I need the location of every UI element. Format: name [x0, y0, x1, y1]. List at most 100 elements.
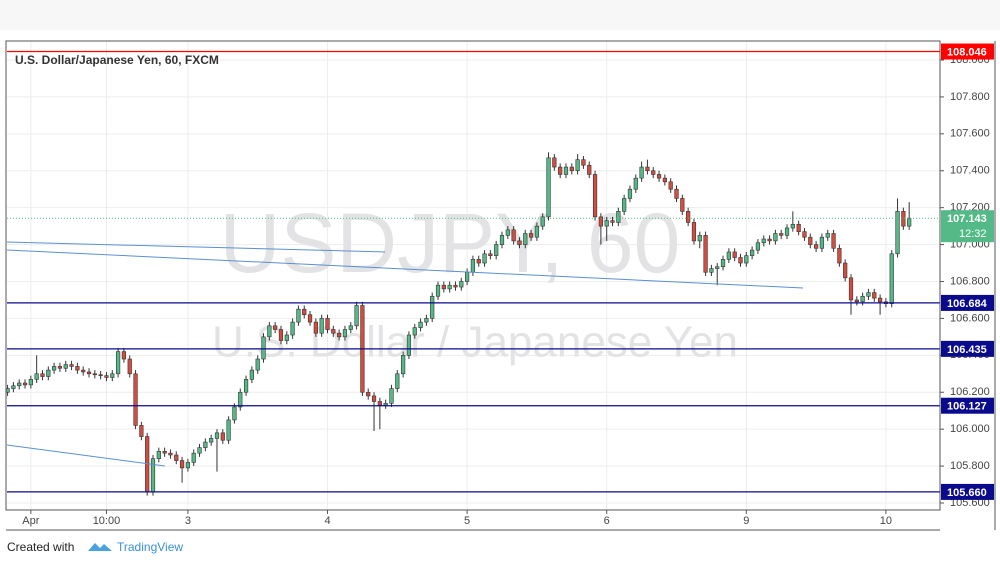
candle-body: [627, 188, 633, 199]
candle-body: [488, 253, 493, 256]
candle-body: [819, 236, 825, 249]
candle-body: [191, 452, 196, 463]
candle-body: [686, 211, 691, 223]
candle-body: [63, 364, 68, 369]
y-tick-label: 107.600: [950, 128, 990, 140]
candle-body: [581, 159, 586, 166]
watermark: USDJPY, 60: [220, 196, 681, 290]
y-tick-label: 106.800: [950, 275, 990, 287]
level-label: 106.684: [947, 298, 988, 310]
candle-body: [389, 388, 394, 404]
candle-body: [715, 266, 720, 269]
candle-body: [848, 277, 854, 301]
candle-body: [901, 211, 906, 227]
candle-body: [255, 358, 260, 371]
candle-body: [843, 262, 848, 279]
x-tick-label: 5: [464, 515, 470, 527]
candle-body: [738, 257, 743, 264]
candle-body: [302, 308, 307, 316]
candle-body: [674, 188, 679, 199]
candle-body: [523, 233, 528, 245]
candle-body: [86, 371, 92, 375]
candle-body: [889, 253, 894, 304]
candle-body: [197, 447, 202, 454]
candle-body: [814, 244, 819, 249]
candle-body: [750, 249, 755, 256]
candle-body: [610, 220, 615, 223]
candle-body: [534, 225, 540, 238]
candle-body: [348, 325, 353, 330]
y-tick-label: 106.200: [950, 386, 990, 398]
trend-line: [6, 444, 166, 467]
candle-body: [726, 251, 731, 260]
candle-body: [592, 174, 598, 218]
footer-brand[interactable]: TradingView: [117, 540, 183, 554]
candle-body: [732, 251, 737, 258]
candle-body: [220, 432, 225, 441]
candle-body: [598, 216, 603, 227]
candle-body: [284, 334, 289, 341]
candle-body: [744, 255, 749, 264]
candle-body: [430, 295, 435, 319]
candle-body: [540, 216, 545, 227]
candle-body: [209, 438, 214, 443]
candle-body: [720, 259, 726, 268]
candle-body: [168, 452, 173, 456]
candle-body: [342, 329, 348, 338]
candle-body: [482, 253, 487, 264]
candle-body: [639, 166, 644, 179]
candle-body: [104, 375, 109, 378]
y-tick-label: 107.400: [950, 165, 990, 177]
candle-body: [447, 284, 452, 290]
candle-body: [470, 259, 476, 273]
trend-line: [6, 249, 804, 289]
level-label: 108.046: [947, 46, 987, 58]
candle-body: [831, 233, 836, 249]
candle-body: [558, 166, 563, 175]
candle-body: [697, 235, 702, 242]
candle-body: [296, 308, 301, 323]
y-tick-label: 106.600: [950, 312, 990, 324]
candle-body: [290, 321, 295, 336]
candle-body: [249, 369, 254, 380]
candle-body: [459, 281, 464, 288]
candle-body: [395, 373, 400, 389]
candle-body: [366, 391, 371, 397]
candle-body: [907, 217, 912, 227]
candle-body: [651, 170, 656, 175]
candle-body: [703, 235, 708, 273]
candle-body: [784, 227, 790, 236]
candle-body: [645, 166, 650, 172]
level-label-bg: [941, 43, 994, 60]
candle-body: [790, 223, 795, 229]
candle-body: [40, 373, 45, 377]
x-tick-label: 9: [743, 515, 749, 527]
candle-body: [11, 385, 16, 389]
candle-body: [755, 242, 761, 251]
footer-prefix: Created with: [7, 540, 74, 554]
candle-body: [127, 358, 132, 375]
candle-body: [709, 268, 714, 273]
candle-body: [802, 231, 807, 238]
candle-body: [17, 382, 22, 387]
level-label-bg: [941, 483, 994, 500]
candle-body: [261, 336, 266, 360]
candle-body: [110, 373, 115, 378]
candle-body: [232, 406, 237, 421]
candle-body: [773, 233, 778, 242]
plot-border: [5, 40, 941, 511]
candle-body: [546, 157, 551, 218]
candle-body: [767, 238, 772, 242]
candle-body: [401, 355, 406, 375]
candle-body: [243, 379, 249, 393]
candle-body: [860, 295, 865, 303]
countdown-label: 12:32: [959, 228, 987, 240]
candle-body: [808, 236, 813, 245]
candle-body: [174, 454, 179, 461]
candle-body: [680, 198, 685, 212]
candle-body: [69, 364, 74, 367]
candle-body: [877, 297, 883, 303]
candle-body: [494, 244, 499, 256]
